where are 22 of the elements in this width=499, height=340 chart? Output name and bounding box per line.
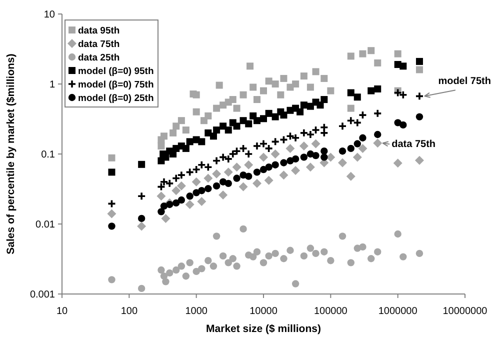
y-tick-label: 0.1 bbox=[41, 150, 56, 160]
x-tick-label: 1000000 bbox=[378, 306, 418, 317]
x-tick-label: 10 bbox=[56, 306, 68, 317]
annotation: model 75th bbox=[438, 76, 491, 88]
annotation: data 75th bbox=[392, 139, 436, 150]
legend-label: data 95th bbox=[78, 25, 120, 36]
y-axis-title: Sales of percentile by market ($millions) bbox=[5, 54, 17, 254]
x-tick-label: 10000 bbox=[250, 306, 278, 317]
x-axis-title: Market size ($ millions) bbox=[206, 323, 321, 335]
legend-label: model (β=0) 95th bbox=[78, 66, 154, 77]
legend-label: data 75th bbox=[78, 38, 120, 50]
y-tick-label: 1 bbox=[49, 80, 56, 90]
y-tick-label: 10 bbox=[44, 10, 56, 20]
y-tick-label: 0.01 bbox=[36, 220, 56, 230]
x-tick-label: 100 bbox=[120, 306, 138, 317]
legend-label: data 25th bbox=[78, 52, 120, 64]
x-tick-label: 10000000 bbox=[442, 306, 488, 317]
y-tick-label: 0.001 bbox=[30, 290, 56, 300]
legend-label: model (β=0) 25th bbox=[78, 92, 154, 104]
x-tick-label: 100000 bbox=[314, 306, 348, 317]
x-tick-label: 1000 bbox=[185, 306, 208, 317]
legend-label: model (β=0) 75th bbox=[78, 79, 154, 90]
